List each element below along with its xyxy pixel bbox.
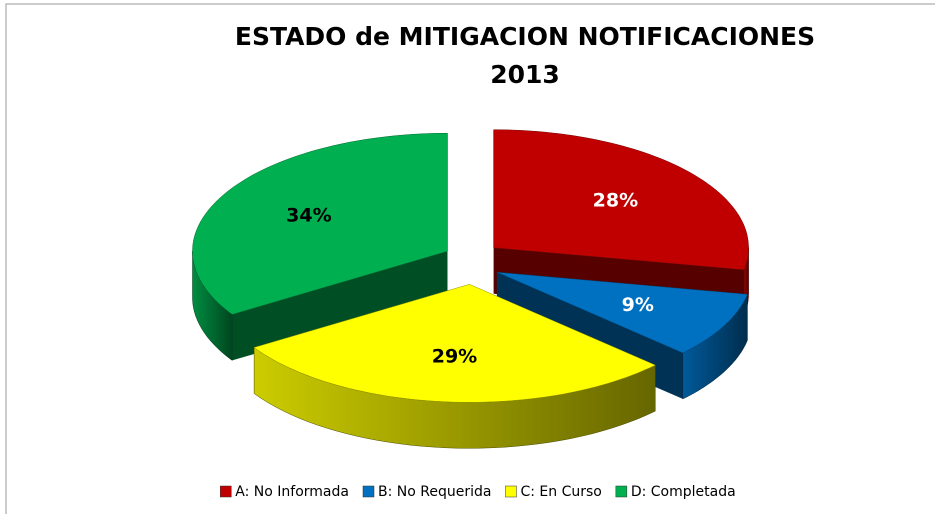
legend-swatch	[220, 485, 232, 498]
legend-swatch	[505, 485, 517, 498]
legend-swatch	[362, 485, 375, 498]
slice-top	[496, 271, 748, 354]
legend-label: B: No Requerida	[378, 484, 491, 500]
legend-swatch	[615, 485, 628, 498]
legend-item: A: No Informada	[220, 484, 349, 500]
legend-label: D: Completada	[631, 484, 736, 500]
slice-top	[253, 284, 656, 403]
slice: 29%	[253, 284, 656, 449]
data-label: 9%	[622, 294, 654, 316]
legend-label: C: En Curso	[520, 484, 601, 500]
data-label: 29%	[432, 346, 477, 368]
legend-label: A: No Informada	[235, 484, 349, 500]
data-label: 34%	[286, 204, 331, 226]
data-label: 28%	[593, 190, 638, 212]
legend-item: D: Completada	[615, 484, 736, 500]
legend-item: B: No Requerida	[362, 484, 491, 500]
slice-edge	[232, 251, 448, 361]
slice-top	[192, 132, 448, 315]
slice-top	[493, 129, 749, 271]
legend-item: C: En Curso	[505, 484, 602, 500]
slice: 34%	[192, 132, 448, 361]
chart-title: ESTADO de MITIGACION NOTIFICACIONES 2013	[234, 22, 816, 89]
